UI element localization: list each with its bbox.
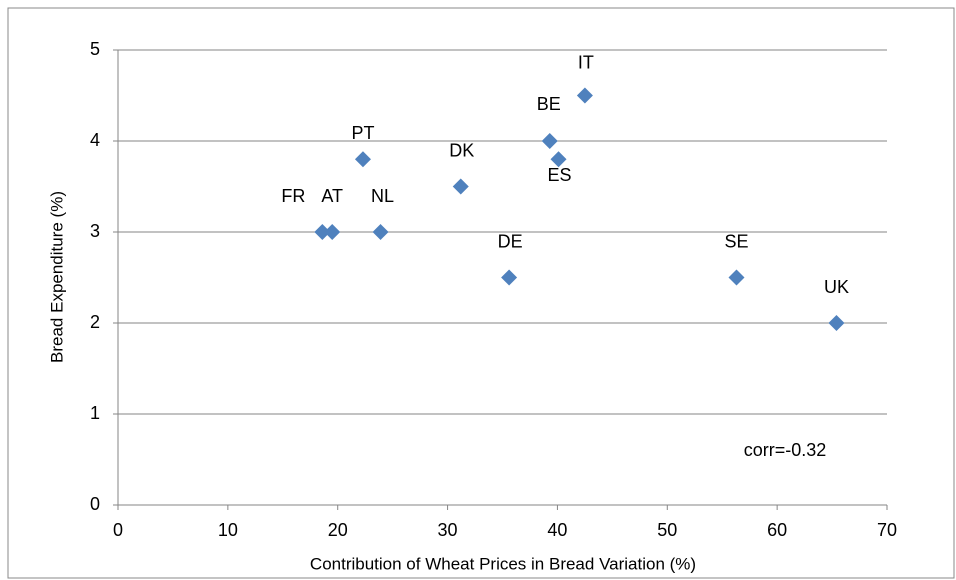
x-tick-label: 30 xyxy=(438,520,458,540)
point-label: FR xyxy=(281,186,305,206)
point xyxy=(576,87,593,104)
point xyxy=(550,151,567,168)
point-label: IT xyxy=(578,52,594,72)
x-tick-label: 40 xyxy=(547,520,567,540)
x-tick-label: 60 xyxy=(767,520,787,540)
annotation: corr=-0.32 xyxy=(744,440,827,460)
point-label: PT xyxy=(351,123,374,143)
point-label: NL xyxy=(371,186,394,206)
x-tick-label: 50 xyxy=(657,520,677,540)
x-tick-label: 70 xyxy=(877,520,897,540)
point xyxy=(324,224,341,240)
point xyxy=(541,133,558,149)
y-tick-label: 0 xyxy=(90,494,100,514)
y-tick-label: 4 xyxy=(90,130,100,150)
point-label: DK xyxy=(449,140,474,160)
y-axis-title: Bread Expenditure (%) xyxy=(47,191,66,363)
x-tick-label: 0 xyxy=(113,520,123,540)
chart-frame xyxy=(7,7,955,579)
point xyxy=(501,269,518,286)
y-tick-label: 3 xyxy=(90,221,100,241)
y-tick-label: 5 xyxy=(90,39,100,59)
x-tick-label: 10 xyxy=(218,520,238,540)
point xyxy=(828,315,845,331)
point xyxy=(372,224,389,240)
point-label: DE xyxy=(498,231,523,251)
point xyxy=(354,151,371,168)
point xyxy=(452,178,469,195)
y-tick-label: 2 xyxy=(90,312,100,332)
point-label: UK xyxy=(824,277,849,297)
y-tick-label: 1 xyxy=(90,403,100,423)
point-label: BE xyxy=(537,94,561,114)
point-label: SE xyxy=(724,231,748,251)
x-tick-label: 20 xyxy=(328,520,348,540)
point xyxy=(728,269,745,286)
point xyxy=(314,224,331,240)
point-label: ES xyxy=(548,165,572,185)
point-label: AT xyxy=(321,186,343,206)
x-axis-title: Contribution of Wheat Prices in Bread Va… xyxy=(310,554,696,573)
